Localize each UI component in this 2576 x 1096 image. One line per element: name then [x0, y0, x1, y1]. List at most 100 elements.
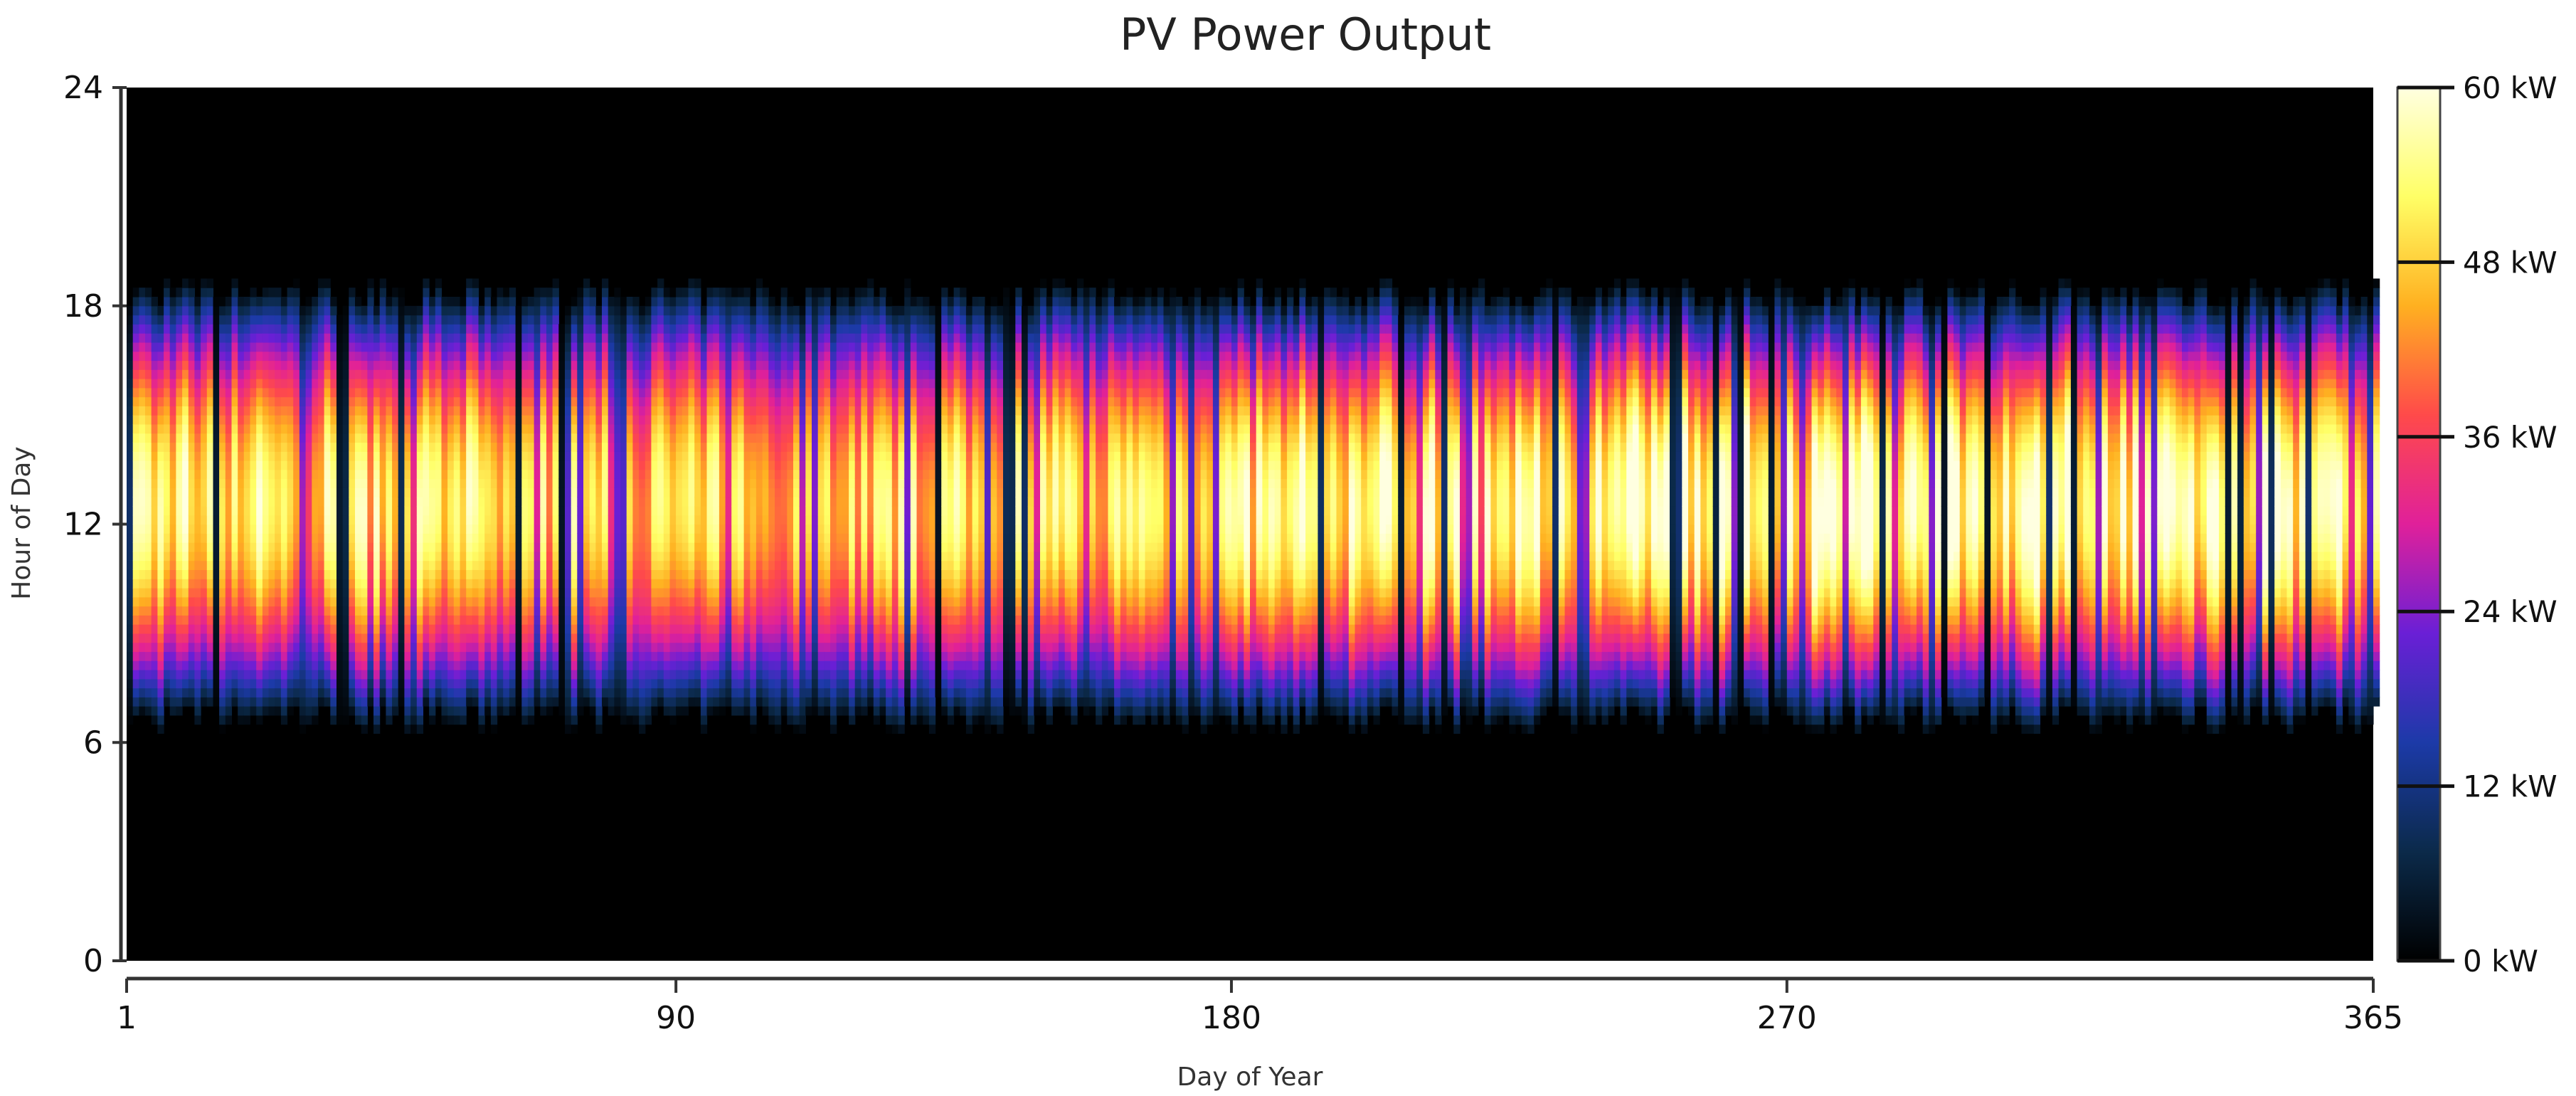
heatmap-cell — [262, 423, 270, 434]
heatmap-cell — [484, 396, 492, 406]
heatmap-cell — [398, 670, 405, 680]
heatmap-cell — [657, 560, 664, 570]
heatmap-cell — [484, 697, 492, 707]
heatmap-cell — [490, 297, 498, 307]
heatmap-cell — [404, 678, 411, 689]
heatmap-cell — [503, 451, 510, 461]
heatmap-cell — [349, 678, 356, 689]
heatmap-cell — [663, 342, 671, 352]
heatmap-cell — [614, 678, 621, 689]
heatmap-cell — [262, 324, 270, 334]
heatmap-cell — [182, 670, 189, 680]
heatmap-cell — [398, 315, 405, 325]
heatmap-cell — [429, 360, 436, 370]
heatmap-cell — [503, 433, 510, 443]
heatmap-cell — [404, 579, 411, 589]
heatmap-cell — [700, 396, 708, 406]
heatmap-cell — [349, 606, 356, 616]
heatmap-cell — [447, 369, 455, 379]
heatmap-cell — [169, 369, 176, 379]
heatmap-cell — [287, 706, 294, 716]
heatmap-cell — [750, 642, 757, 653]
heatmap-cell — [342, 505, 349, 516]
heatmap-cell — [336, 624, 344, 634]
heatmap-cell — [238, 396, 245, 406]
heatmap-cell — [312, 678, 319, 689]
heatmap-cell — [632, 542, 640, 552]
heatmap-cell — [669, 505, 677, 516]
heatmap-cell — [472, 505, 479, 516]
heatmap-cell — [713, 379, 720, 389]
heatmap-cell — [700, 423, 708, 434]
heatmap-cell — [534, 505, 541, 516]
heatmap-cell — [132, 615, 139, 625]
heatmap-cell — [145, 433, 152, 443]
heatmap-cell — [527, 360, 535, 370]
heatmap-cell — [478, 460, 485, 470]
heatmap-cell — [620, 342, 627, 352]
heatmap-cell — [743, 415, 751, 425]
heatmap-cell — [404, 360, 411, 370]
heatmap-cell — [132, 515, 139, 525]
heatmap-cell — [614, 706, 621, 716]
heatmap-cell — [762, 351, 769, 362]
heatmap-cell — [312, 524, 319, 534]
heatmap-cell — [725, 324, 732, 334]
heatmap-cell — [342, 387, 349, 398]
heatmap-cell — [657, 497, 664, 507]
heatmap-cell — [243, 715, 251, 725]
heatmap-cell — [299, 433, 307, 443]
heatmap-cell — [632, 369, 640, 379]
heatmap-cell — [256, 606, 263, 616]
heatmap-cell — [250, 697, 257, 707]
heatmap-cell — [342, 515, 349, 525]
heatmap-cell — [558, 533, 566, 543]
heatmap-cell — [392, 687, 399, 697]
heatmap-cell — [694, 360, 701, 370]
heatmap-cell — [447, 333, 455, 343]
heatmap-cell — [373, 442, 381, 452]
heatmap-cell — [719, 406, 726, 416]
heatmap-cell — [231, 670, 238, 680]
heatmap-cell — [386, 542, 393, 552]
heatmap-cell — [342, 396, 349, 406]
heatmap-cell — [497, 569, 504, 579]
heatmap-cell — [392, 651, 399, 661]
heatmap-cell — [330, 497, 337, 507]
heatmap-cell — [558, 670, 566, 680]
heatmap-cell — [164, 687, 171, 697]
heatmap-cell — [521, 351, 529, 362]
heatmap-cell — [287, 305, 294, 316]
heatmap-cell — [589, 569, 596, 579]
heatmap-cell — [243, 396, 251, 406]
heatmap-cell — [238, 615, 245, 625]
heatmap-cell — [287, 670, 294, 680]
heatmap-cell — [287, 697, 294, 707]
heatmap-cell — [515, 560, 522, 570]
heatmap-cell — [515, 305, 522, 316]
heatmap-cell — [435, 469, 442, 480]
heatmap-cell — [373, 651, 381, 661]
heatmap-cell — [410, 651, 418, 661]
heatmap-cell — [595, 433, 603, 443]
heatmap-cell — [515, 423, 522, 434]
heatmap-cell — [731, 606, 738, 616]
heatmap-cell — [386, 387, 393, 398]
heatmap-cell — [429, 615, 436, 625]
heatmap-cell — [231, 588, 238, 598]
heatmap-cell — [614, 369, 621, 379]
heatmap-cell — [429, 660, 436, 670]
heatmap-cell — [577, 615, 584, 625]
heatmap-cell — [423, 660, 430, 670]
heatmap-cell — [639, 460, 646, 470]
heatmap-cell — [775, 706, 782, 716]
heatmap-cell — [620, 460, 627, 470]
heatmap-cell — [287, 351, 294, 362]
heatmap-cell — [589, 660, 596, 670]
heatmap-cell — [213, 633, 220, 643]
heatmap-cell — [312, 542, 319, 552]
heatmap-cell — [490, 387, 498, 398]
heatmap-cell — [361, 551, 368, 562]
heatmap-cell — [188, 423, 196, 434]
heatmap-cell — [713, 678, 720, 689]
